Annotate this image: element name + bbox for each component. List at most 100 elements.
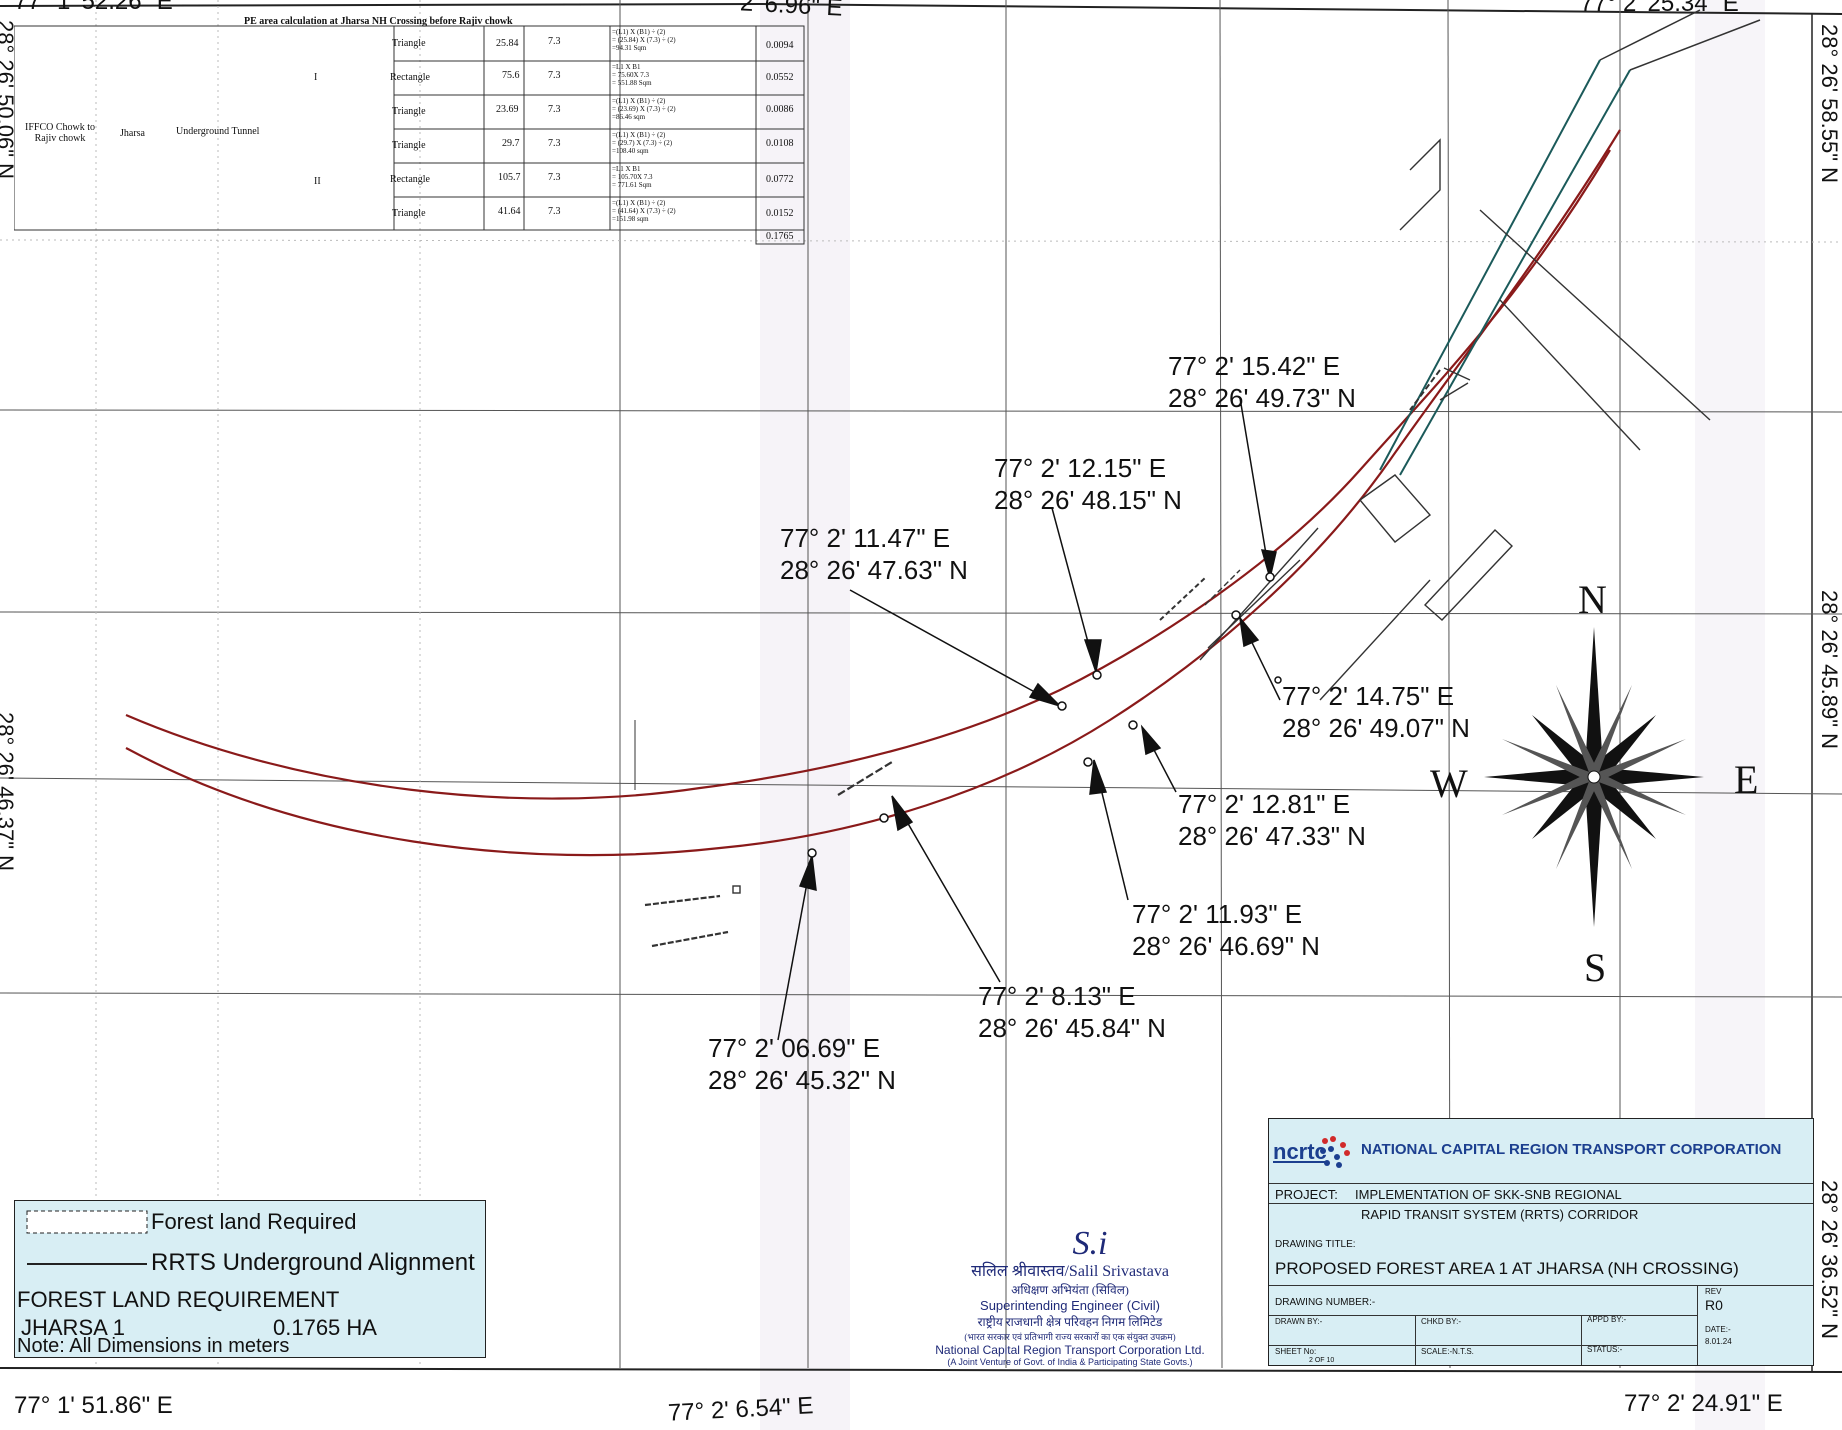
pe-row-length: 41.64 bbox=[498, 206, 521, 217]
ncrtc-logo: ncrtc bbox=[1273, 1139, 1327, 1164]
stamp-sub-hi: (भारत सरकार एवं प्रतिभागी राज्य सरकारों … bbox=[964, 1332, 1176, 1342]
pe-row-width: 7.3 bbox=[548, 172, 561, 183]
coordinate-leaders bbox=[777, 397, 1281, 1041]
forest-land-swatch bbox=[26, 1210, 148, 1234]
pe-row-length: 25.84 bbox=[496, 38, 519, 49]
sheet-border-top bbox=[0, 2, 1842, 15]
legend-note: Note: All Dimensions in meters bbox=[17, 1335, 290, 1357]
pe-village: Jharsa bbox=[120, 128, 145, 139]
pe-row-calc: =L1 X B1 = 75.60X 7.3 = 551.88 Sqm bbox=[612, 63, 652, 87]
compass-rose bbox=[1484, 627, 1704, 927]
ncrtc-logo-dots-icon bbox=[1320, 1136, 1350, 1168]
pe-row-shape: Triangle bbox=[392, 208, 426, 219]
project-label: PROJECT: bbox=[1275, 1187, 1338, 1202]
coord-label: 77° 2' 06.69" E 28° 26' 45.32" N bbox=[708, 1033, 896, 1095]
date-label: DATE:- bbox=[1705, 1325, 1731, 1334]
compass-west: W bbox=[1430, 761, 1468, 806]
compass-east: E bbox=[1734, 757, 1759, 802]
sheet-value: 2 OF 10 bbox=[1309, 1357, 1335, 1364]
pe-table-grid bbox=[14, 25, 805, 245]
pe-structure: Underground Tunnel bbox=[176, 126, 260, 137]
pe-row-width: 7.3 bbox=[548, 138, 561, 149]
pe-row-area: 0.0086 bbox=[766, 104, 794, 115]
pe-total-area: 0.1765 bbox=[766, 231, 794, 242]
edge-coord-right-2: 28° 26' 45.89" N bbox=[1817, 590, 1842, 750]
corner-coord-bottom-left: 77° 1' 51.86" E bbox=[14, 1392, 173, 1419]
pe-row-calc: =(L1) X (B1) ÷ (2) = (25.84) X (7.3) ÷ (… bbox=[612, 28, 676, 52]
coord-label: 77° 2' 11.93" E 28° 26' 46.69" N bbox=[1132, 899, 1320, 961]
pe-row-area: 0.0152 bbox=[766, 208, 794, 219]
pe-row-shape: Rectangle bbox=[390, 174, 430, 185]
drawing-number: DRAWING NUMBER:- bbox=[1275, 1297, 1376, 1308]
alignment-swatch bbox=[27, 1263, 147, 1265]
pe-table-title: PE area calculation at Jharsa NH Crossin… bbox=[244, 16, 513, 27]
sheet-border-bottom bbox=[0, 1367, 1842, 1373]
pe-row-calc: =(L1) X (B1) ÷ (2) = (41.64) X (7.3) ÷ (… bbox=[612, 199, 676, 223]
pe-part-2: II bbox=[314, 176, 321, 187]
stamp-org-hi: राष्ट्रीय राजधानी क्षेत्र परिवहन निगम लि… bbox=[977, 1315, 1163, 1329]
rev-label: REV bbox=[1705, 1287, 1722, 1296]
legend-heading: FOREST LAND REQUIREMENT bbox=[17, 1287, 340, 1312]
pe-row-width: 7.3 bbox=[548, 104, 561, 115]
rev-value: R0 bbox=[1705, 1297, 1723, 1313]
legend-site: JHARSA 1 bbox=[21, 1315, 125, 1340]
coord-label: 77° 2' 14.75" E 28° 26' 49.07" N bbox=[1282, 681, 1470, 743]
signature: S.i bbox=[1072, 1225, 1108, 1262]
project-line-2: RAPID TRANSIT SYSTEM (RRTS) CORRIDOR bbox=[1361, 1207, 1639, 1222]
legend-forest-label: Forest land Required bbox=[151, 1209, 357, 1234]
coordinate-points bbox=[807, 572, 1282, 858]
coord-label: 77° 2' 8.13" E 28° 26' 45.84" N bbox=[978, 981, 1166, 1043]
scale: SCALE:-N.T.S. bbox=[1421, 1347, 1474, 1356]
pe-area-table: PE area calculation at Jharsa NH Crossin… bbox=[14, 16, 806, 248]
coord-label: 77° 2' 15.42" E 28° 26' 49.73" N bbox=[1168, 351, 1356, 413]
corner-coord-bottom-right: 77° 2' 24.91" E bbox=[1624, 1390, 1783, 1417]
legend-panel: Forest land Required RRTS Underground Al… bbox=[14, 1200, 486, 1358]
drawn-by: DRAWN BY:- bbox=[1275, 1317, 1323, 1326]
pe-row-calc: =(L1) X (B1) ÷ (2) = (23.69) X (7.3) ÷ (… bbox=[612, 97, 676, 121]
chkd-by: CHKD BY:- bbox=[1421, 1317, 1462, 1326]
title-block: ncrtc NATIONAL CAPITAL REGION TRANSPORT … bbox=[1268, 1118, 1814, 1366]
pe-row-calc: =L1 X B1 = 105.70X 7.3 = 771.61 Sqm bbox=[612, 165, 653, 189]
construction-lines bbox=[0, 0, 1842, 1368]
corner-coord-top-right: 77° 2' 25.34" E bbox=[1580, 0, 1739, 17]
stamp-title-hi: अधिक्षण अभियंता (सिविल) bbox=[1011, 1283, 1129, 1297]
date-value: 8.01.24 bbox=[1705, 1337, 1732, 1346]
pe-row-shape: Triangle bbox=[392, 106, 426, 117]
pe-row-area: 0.0108 bbox=[766, 138, 794, 149]
compass-north: N bbox=[1578, 577, 1607, 622]
pe-row-length: 23.69 bbox=[496, 104, 519, 115]
stamp-jv: (A Joint Venture of Govt. of India & Par… bbox=[947, 1357, 1193, 1367]
pe-location: IFFCO Chowk to Rajiv chowk bbox=[24, 122, 95, 144]
pe-part-1: I bbox=[314, 72, 318, 83]
coordinate-grid bbox=[0, 0, 1842, 1369]
stamp-org-en: National Capital Region Transport Corpor… bbox=[935, 1343, 1205, 1357]
site-structures bbox=[634, 138, 1711, 948]
org-name: NATIONAL CAPITAL REGION TRANSPORT CORPOR… bbox=[1361, 1141, 1782, 1158]
legend-alignment-label: RRTS Underground Alignment bbox=[151, 1249, 475, 1276]
pe-row-shape: Triangle bbox=[392, 38, 426, 49]
pe-row-area: 0.0772 bbox=[766, 174, 794, 185]
sheet-label: SHEET No: bbox=[1275, 1347, 1317, 1356]
coord-label: 77° 2' 12.15" E 28° 26' 48.15" N bbox=[994, 453, 1182, 515]
drawing-title: PROPOSED FOREST AREA 1 AT JHARSA (NH CRO… bbox=[1275, 1259, 1739, 1278]
pe-row-width: 7.3 bbox=[548, 36, 561, 47]
stamp-title-en: Superintending Engineer (Civil) bbox=[980, 1298, 1160, 1313]
pe-row-shape: Rectangle bbox=[390, 72, 430, 83]
edge-coord-right-1: 28° 26' 58.55" N bbox=[1817, 24, 1842, 184]
edge-coord-right-3: 28° 26' 36.52" N bbox=[1817, 1180, 1842, 1340]
pe-row-area: 0.0552 bbox=[766, 72, 794, 83]
appd-by: APPD BY:- bbox=[1587, 1315, 1627, 1324]
stamp-name: सलिल श्रीवास्तव/Salil Srivastava bbox=[971, 1263, 1169, 1280]
coord-label: 77° 2' 11.47" E 28° 26' 47.63" N bbox=[780, 523, 968, 585]
pe-row-length: 105.7 bbox=[498, 172, 521, 183]
pe-row-length: 75.6 bbox=[502, 70, 520, 81]
edge-coord-left-2: 28° 26' 46.37" N bbox=[0, 712, 18, 871]
coord-label: 77° 2' 12.81" E 28° 26' 47.33" N bbox=[1178, 789, 1366, 851]
pe-row-area: 0.0094 bbox=[766, 40, 794, 51]
corner-coord-top-left: 77° 1' 52.26" E bbox=[14, 0, 173, 15]
pe-row-length: 29.7 bbox=[502, 138, 520, 149]
project-line-1: IMPLEMENTATION OF SKK-SNB REGIONAL bbox=[1355, 1187, 1622, 1202]
pe-row-shape: Triangle bbox=[392, 140, 426, 151]
